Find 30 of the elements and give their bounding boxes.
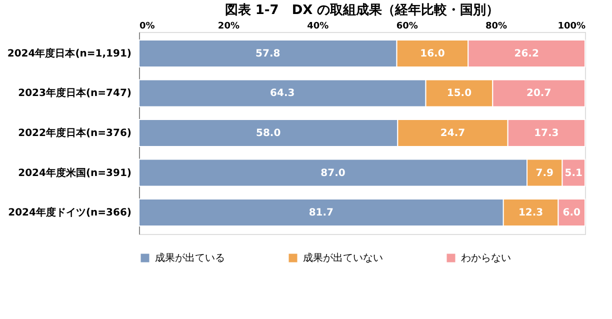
- data-label: 7.9: [536, 168, 554, 179]
- legend-label: 成果が出ていない: [303, 252, 383, 264]
- data-label: 26.2: [514, 48, 539, 60]
- legend-label: わからない: [461, 253, 511, 264]
- y-tick-label: 2024年度ドイツ(n=366): [8, 206, 132, 219]
- data-label: 15.0: [446, 88, 472, 100]
- data-label: 16.0: [420, 48, 445, 60]
- x-tick-label: 40%: [307, 22, 329, 32]
- chart-title: 図表 1-7 DX の取組成果（経年比較・国別）: [224, 3, 500, 18]
- legend-label: 成果が出ている: [155, 252, 225, 264]
- data-label: 17.3: [534, 128, 559, 139]
- y-tick-label: 2023年度日本(n=747): [18, 87, 132, 100]
- data-label: 5.1: [564, 168, 583, 179]
- y-tick-label: 2024年度米国(n=391): [18, 166, 132, 179]
- x-tick-label: 0%: [140, 22, 155, 32]
- x-tick-label: 100%: [558, 22, 586, 32]
- data-label: 6.0: [562, 208, 581, 219]
- data-label: 12.3: [518, 208, 544, 219]
- x-tick-label: 20%: [218, 22, 240, 32]
- y-tick-label: 2022年度日本(n=376): [18, 127, 132, 139]
- data-label: 64.3: [270, 88, 295, 100]
- data-label: 87.0: [320, 168, 346, 179]
- x-tick-label: 60%: [396, 22, 418, 32]
- data-label: 58.0: [256, 128, 281, 139]
- data-label: 57.8: [256, 48, 280, 60]
- data-label: 24.7: [440, 128, 466, 139]
- y-tick-label: 2024年度日本(n=1,191): [7, 47, 132, 60]
- x-tick-label: 80%: [486, 22, 508, 32]
- data-label: 81.7: [308, 208, 334, 219]
- data-label: 20.7: [526, 88, 552, 100]
